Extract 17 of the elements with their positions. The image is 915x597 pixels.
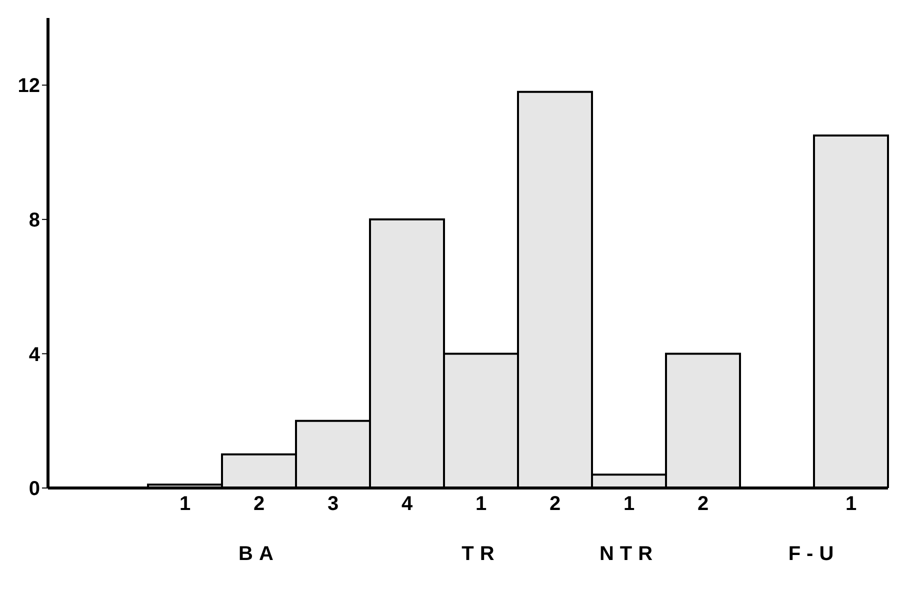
x-tick-label: 2 — [697, 493, 709, 516]
y-tick-label: 4 — [28, 344, 41, 366]
x-tick-label: 1 — [179, 493, 191, 516]
text: F-U — [787, 543, 841, 566]
x-tick-label: 1 — [845, 493, 857, 516]
y-tick-label: 0 — [28, 478, 40, 500]
x-tick-label: 3 — [327, 493, 339, 516]
x-tick-label: 2 — [253, 493, 265, 516]
x-tick-label: 1 — [475, 493, 487, 516]
text: TR — [460, 543, 502, 566]
text: NTR — [598, 543, 660, 566]
x-tick-label: 4 — [401, 493, 414, 516]
text: BA — [238, 543, 280, 566]
y-tick-label: 12 — [18, 75, 40, 98]
y-tick-label: 8 — [28, 210, 40, 232]
x-tick-label: 2 — [549, 493, 561, 516]
x-tick-label: 1 — [623, 493, 635, 516]
